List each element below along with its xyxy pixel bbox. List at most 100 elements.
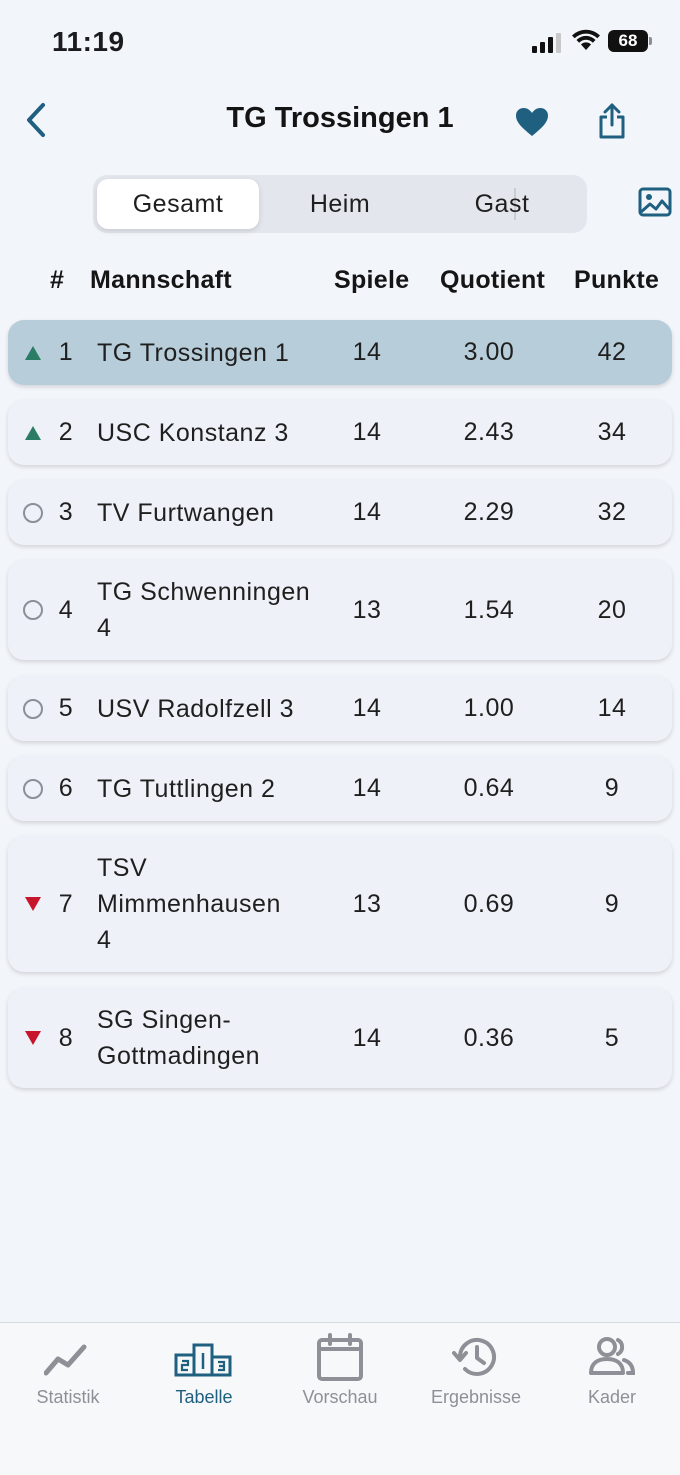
battery-indicator: 68 bbox=[608, 30, 652, 52]
row-points: 9 bbox=[604, 889, 620, 918]
row-points: 14 bbox=[597, 694, 627, 722]
trend-unchanged-icon bbox=[23, 600, 43, 620]
trend-up-icon bbox=[25, 345, 41, 360]
row-quotient: 1.00 bbox=[463, 694, 515, 722]
row-points: 34 bbox=[597, 418, 627, 446]
battery-level: 68 bbox=[618, 31, 638, 50]
row-points: 9 bbox=[604, 774, 620, 802]
table-header: # Mannschaft Spiele Quotient Punkte bbox=[0, 260, 680, 302]
tab-kader[interactable]: Kader bbox=[544, 1323, 680, 1433]
row-rank: 3 bbox=[58, 498, 74, 526]
wifi-icon bbox=[572, 29, 600, 50]
row-quotient: 2.43 bbox=[463, 418, 515, 446]
row-games: 13 bbox=[352, 889, 382, 918]
row-team: SG Singen-Gottmadingen bbox=[97, 1006, 261, 1070]
row-rank: 6 bbox=[58, 774, 74, 802]
header-quotient: Quotient bbox=[440, 266, 546, 294]
row-points: 42 bbox=[597, 338, 627, 366]
trend-unchanged-icon bbox=[23, 778, 43, 799]
row-team: TG Schwenningen 4 bbox=[97, 578, 311, 642]
row-quotient: 0.69 bbox=[463, 889, 515, 918]
row-team: TV Furtwangen bbox=[97, 498, 275, 527]
row-games: 14 bbox=[352, 1023, 382, 1052]
row-rank: 4 bbox=[58, 595, 74, 624]
row-rank: 5 bbox=[58, 694, 74, 722]
tab-statistik[interactable]: Statistik bbox=[0, 1323, 136, 1433]
table-row[interactable]: 5 USV Radolfzell 3 14 1.00 14 bbox=[8, 676, 672, 741]
row-games: 14 bbox=[352, 418, 382, 446]
favorite-button[interactable] bbox=[510, 100, 554, 144]
row-games: 14 bbox=[352, 338, 382, 366]
row-points: 32 bbox=[597, 498, 627, 526]
row-rank: 8 bbox=[58, 1023, 74, 1052]
table-row[interactable]: 6 TG Tuttlingen 2 14 0.64 9 bbox=[8, 756, 672, 821]
share-button[interactable] bbox=[590, 98, 634, 144]
trend-down-icon bbox=[25, 897, 41, 911]
trend-down-icon bbox=[25, 1031, 41, 1045]
tab-tabelle[interactable]: Tabelle bbox=[136, 1323, 272, 1433]
people-icon bbox=[589, 1337, 636, 1375]
row-quotient: 0.36 bbox=[463, 1023, 515, 1052]
tab-label: Kader bbox=[587, 1387, 637, 1407]
table-row[interactable]: 7 TSV Mimmenhausen 4 13 0.69 9 bbox=[8, 836, 672, 972]
row-team: TG Trossingen 1 bbox=[97, 338, 290, 367]
row-points: 5 bbox=[604, 1023, 620, 1052]
tab-ergebnisse[interactable]: Ergebnisse bbox=[408, 1323, 544, 1433]
header-team: Mannschaft bbox=[90, 266, 232, 294]
status-bar: 11:19 68 bbox=[0, 0, 680, 84]
chart-line-icon bbox=[44, 1344, 87, 1376]
cellular-signal-icon bbox=[532, 33, 561, 53]
header-rank: # bbox=[50, 266, 65, 294]
header-games: Spiele bbox=[334, 266, 410, 294]
row-team: TG Tuttlingen 2 bbox=[97, 774, 276, 803]
row-games: 14 bbox=[352, 498, 382, 526]
view-segmented-control: Gesamt Heim Gast bbox=[93, 175, 587, 233]
image-icon[interactable] bbox=[636, 184, 676, 224]
row-games: 14 bbox=[352, 774, 382, 802]
navigation-bar: TG Trossingen 1 bbox=[0, 84, 680, 160]
tab-label: Statistik bbox=[36, 1387, 100, 1407]
tab-vorschau[interactable]: Vorschau bbox=[272, 1323, 408, 1433]
table-row[interactable]: 3 TV Furtwangen 14 2.29 32 bbox=[8, 480, 672, 545]
tab-bar: Statistik Tabelle Vorschau bbox=[0, 1322, 680, 1475]
row-team: TSV Mimmenhausen 4 bbox=[97, 854, 281, 954]
status-time: 11:19 bbox=[52, 26, 125, 57]
table-row[interactable]: 8 SG Singen-Gottmadingen 14 0.36 5 bbox=[8, 988, 672, 1088]
back-button[interactable] bbox=[16, 98, 56, 142]
row-team: USV Radolfzell 3 bbox=[97, 694, 294, 723]
row-quotient: 2.29 bbox=[463, 498, 515, 526]
row-games: 14 bbox=[352, 694, 382, 722]
trend-up-icon bbox=[25, 425, 41, 440]
tab-label: Ergebnisse bbox=[430, 1387, 522, 1407]
header-points: Punkte bbox=[574, 266, 660, 294]
row-quotient: 1.54 bbox=[463, 595, 515, 624]
row-games: 13 bbox=[352, 595, 382, 624]
tab-label: Vorschau bbox=[302, 1387, 378, 1407]
battery-icon bbox=[608, 30, 648, 52]
page-title: TG Trossingen 1 bbox=[226, 102, 454, 134]
chevron-left-icon bbox=[27, 103, 45, 137]
row-rank: 1 bbox=[58, 338, 74, 366]
tab-label: Tabelle bbox=[175, 1387, 233, 1407]
segment-gast[interactable]: Gast bbox=[474, 190, 530, 218]
row-quotient: 0.64 bbox=[463, 774, 515, 802]
segment-divider bbox=[514, 188, 516, 220]
table-row[interactable]: 1 TG Trossingen 1 14 3.00 42 bbox=[8, 320, 672, 385]
row-points: 20 bbox=[597, 595, 627, 624]
row-rank: 7 bbox=[58, 889, 74, 918]
table-row[interactable]: 4 TG Schwenningen 4 13 1.54 20 bbox=[8, 560, 672, 660]
row-quotient: 3.00 bbox=[463, 338, 515, 366]
row-team: USC Konstanz 3 bbox=[97, 418, 289, 447]
segment-heim[interactable]: Heim bbox=[309, 190, 371, 218]
calendar-icon bbox=[317, 1333, 363, 1381]
heart-icon bbox=[516, 108, 548, 136]
trend-unchanged-icon bbox=[23, 502, 43, 523]
table-row[interactable]: 2 USC Konstanz 3 14 2.43 34 bbox=[8, 400, 672, 465]
podium-icon bbox=[174, 1343, 232, 1377]
share-icon bbox=[599, 103, 625, 139]
row-rank: 2 bbox=[58, 418, 74, 446]
trend-unchanged-icon bbox=[23, 698, 43, 719]
segment-gesamt[interactable]: Gesamt bbox=[97, 179, 259, 229]
history-icon bbox=[452, 1337, 496, 1376]
